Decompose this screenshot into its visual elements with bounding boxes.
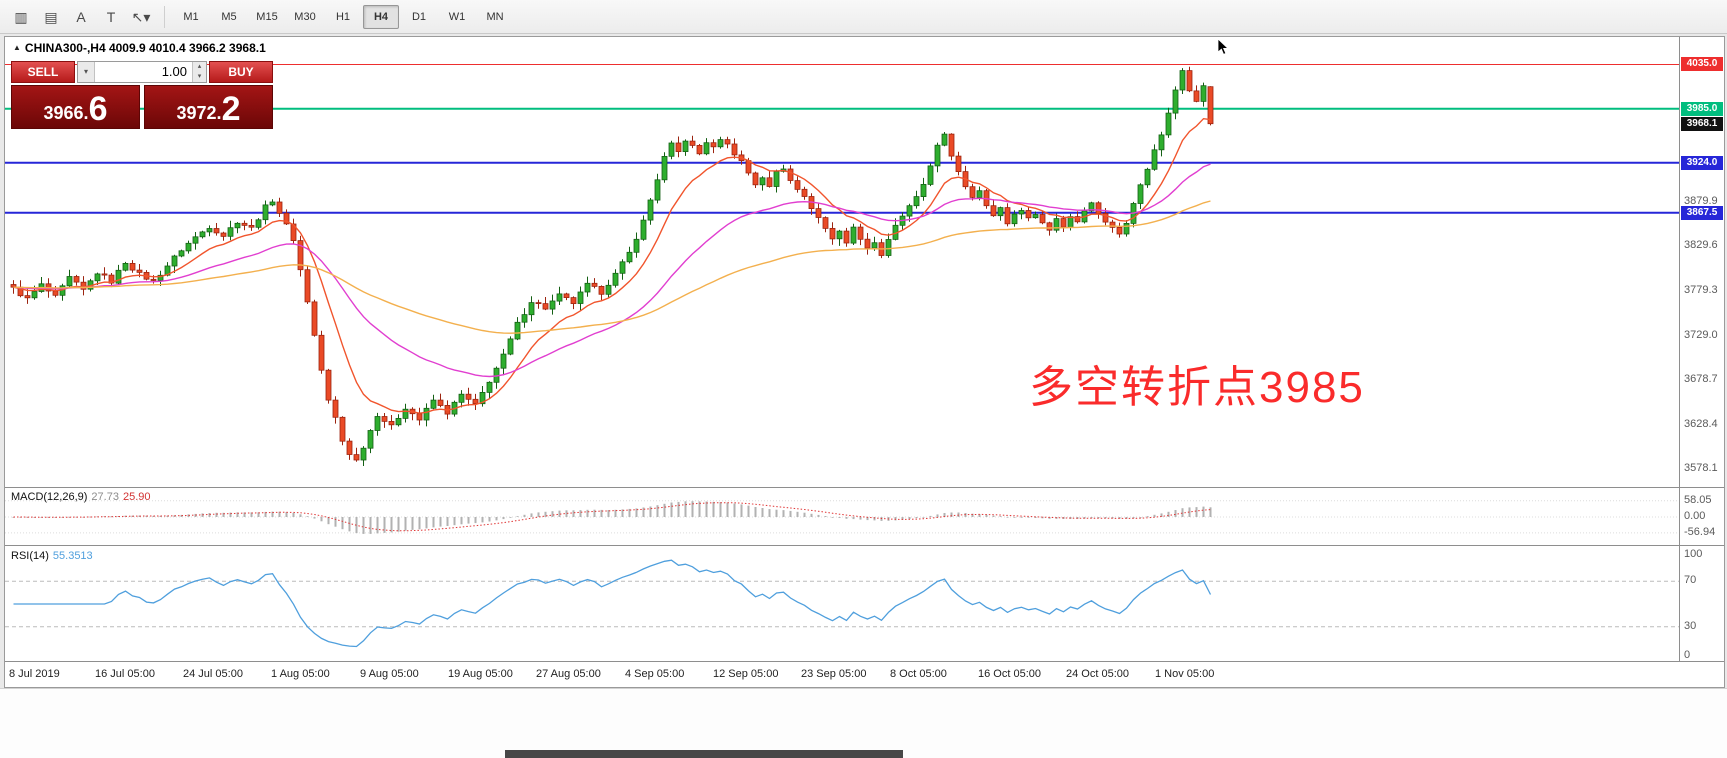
price-axis-label: 3779.3 — [1684, 284, 1718, 296]
ask-price-big-digit: 2 — [221, 90, 241, 129]
price-axis-label: 3829.6 — [1684, 239, 1718, 251]
pane-separator[interactable] — [5, 545, 1724, 546]
price-axis[interactable]: 3879.9 3829.6 3779.3 3729.0 3678.7 3628.4 3578… — [1679, 37, 1724, 662]
hline-price-tag: 3924.0 — [1681, 156, 1723, 170]
time-axis-label: 1 Nov 05:00 — [1155, 668, 1215, 680]
macd-scale-label: 0.00 — [1684, 510, 1706, 522]
chart-window: ▲ CHINA300-,H4 4009.9 4010.4 3966.2 3968.… — [4, 36, 1725, 688]
macd-scale-label: -56.94 — [1684, 526, 1716, 538]
time-axis-label: 24 Jul 05:00 — [183, 668, 243, 680]
pane-separator[interactable] — [5, 661, 1724, 662]
text-label-icon[interactable]: A — [76, 8, 86, 25]
time-axis-label: 16 Oct 05:00 — [978, 668, 1041, 680]
macd-scale-label: 58.05 — [1684, 494, 1712, 506]
volume-input[interactable]: 1.00 — [161, 64, 187, 79]
volume-control: ▾ 1.00 ▴ ▾ — [77, 61, 207, 83]
hline-price-tag: 4035.0 — [1681, 57, 1723, 71]
buy-button[interactable]: BUY — [209, 61, 273, 83]
footer-area — [0, 688, 1727, 758]
time-axis-label: 4 Sep 05:00 — [625, 668, 685, 680]
macd-value: 27.73 — [91, 491, 119, 503]
tool-icon-group: ▥ ▤ A T ↖▾ — [6, 4, 156, 30]
price-axis-label: 3578.1 — [1684, 462, 1718, 474]
time-axis-label: 23 Sep 05:00 — [801, 668, 867, 680]
macd-label: MACD(12,26,9) 27.73 25.90 — [11, 491, 150, 503]
bid-price-display: 3966. 6 — [11, 85, 140, 129]
hline-price-tag: 3985.0 — [1681, 102, 1723, 116]
rsi-name: RSI(14) — [11, 550, 49, 562]
rsi-scale-label: 0 — [1684, 649, 1691, 661]
current-price-tag: 3968.1 — [1681, 117, 1723, 131]
price-chart-canvas[interactable] — [5, 37, 1679, 487]
background-strip — [505, 750, 903, 758]
time-axis-label: 1 Aug 05:00 — [271, 668, 330, 680]
volume-steppers: ▴ ▾ — [192, 62, 206, 82]
timeframe-group: M1 M5 M15 M30 H1 H4 D1 W1 MN — [173, 4, 515, 29]
rsi-canvas[interactable] — [5, 547, 1679, 661]
mouse-cursor — [1217, 39, 1230, 55]
rsi-label: RSI(14) 55.3513 — [11, 550, 93, 562]
bid-price-big-digit: 6 — [88, 90, 108, 129]
timeframe-mn[interactable]: MN — [486, 10, 504, 23]
hline-price-tag: 3867.5 — [1681, 206, 1723, 220]
timeframe-w1[interactable]: W1 — [448, 10, 466, 23]
top-toolbar: ▥ ▤ A T ↖▾ M1 M5 M15 M30 H1 H4 D1 W1 MN — [0, 0, 1727, 34]
macd-canvas[interactable] — [5, 489, 1679, 545]
time-axis-label: 24 Oct 05:00 — [1066, 668, 1129, 680]
arrow-tools-icon[interactable]: ↖▾ — [131, 8, 151, 25]
ask-price-main: 3972. — [176, 103, 222, 123]
chart-grid-icon[interactable]: ▤ — [44, 8, 58, 25]
chart-bars-icon[interactable]: ▥ — [14, 8, 28, 25]
text-box-icon[interactable]: T — [106, 8, 116, 25]
macd-name: MACD(12,26,9) — [11, 491, 88, 503]
one-click-trading-panel: SELL ▾ 1.00 ▴ ▾ BUY 3966. 6 3972. 2 — [11, 61, 273, 129]
chart-annotation: 多空转折点3985 — [1029, 363, 1365, 412]
price-axis-label: 3678.7 — [1684, 373, 1718, 385]
time-axis-label: 8 Oct 05:00 — [890, 668, 947, 680]
timeframe-m1[interactable]: M1 — [183, 10, 199, 23]
toolbar-separator — [164, 5, 165, 28]
timeframe-h4[interactable]: H4 — [363, 4, 399, 29]
time-axis-label: 19 Aug 05:00 — [448, 668, 513, 680]
chart-title-text: CHINA300-,H4 4009.9 4010.4 3966.2 3968.1 — [24, 41, 266, 55]
time-axis-label: 12 Sep 05:00 — [713, 668, 779, 680]
volume-decrease-button[interactable]: ▾ — [193, 72, 206, 82]
rsi-scale-label: 30 — [1684, 620, 1697, 632]
rsi-scale-label: 100 — [1684, 548, 1703, 560]
chart-title: ▲ CHINA300-,H4 4009.9 4010.4 3966.2 3968.… — [13, 41, 266, 55]
time-axis-label: 27 Aug 05:00 — [536, 668, 601, 680]
price-axis-label: 3628.4 — [1684, 418, 1718, 430]
timeframe-m30[interactable]: M30 — [294, 10, 316, 23]
volume-dropdown-button[interactable]: ▾ — [78, 62, 95, 82]
time-axis-label: 8 Jul 2019 — [9, 668, 60, 680]
timeframe-d1[interactable]: D1 — [411, 10, 427, 23]
time-axis-label: 9 Aug 05:00 — [360, 668, 419, 680]
price-axis-label: 3879.9 — [1684, 195, 1718, 207]
volume-increase-button[interactable]: ▴ — [193, 62, 206, 72]
macd-signal-value: 25.90 — [122, 491, 151, 503]
bid-price-main: 3966. — [43, 103, 89, 123]
time-axis[interactable]: 8 Jul 2019 16 Jul 05:00 24 Jul 05:00 1 Aug … — [5, 662, 1724, 687]
time-axis-label: 16 Jul 05:00 — [95, 668, 155, 680]
timeframe-m15[interactable]: M15 — [256, 10, 278, 23]
ask-price-display: 3972. 2 — [144, 85, 273, 129]
timeframe-h1[interactable]: H1 — [335, 10, 351, 23]
rsi-scale-label: 70 — [1684, 574, 1697, 586]
pane-separator[interactable] — [5, 487, 1724, 488]
rsi-value: 55.3513 — [52, 550, 93, 562]
timeframe-m5[interactable]: M5 — [221, 10, 237, 23]
sell-button[interactable]: SELL — [11, 61, 75, 83]
collapse-arrow-icon[interactable]: ▲ — [13, 43, 21, 52]
price-axis-label: 3729.0 — [1684, 329, 1718, 341]
